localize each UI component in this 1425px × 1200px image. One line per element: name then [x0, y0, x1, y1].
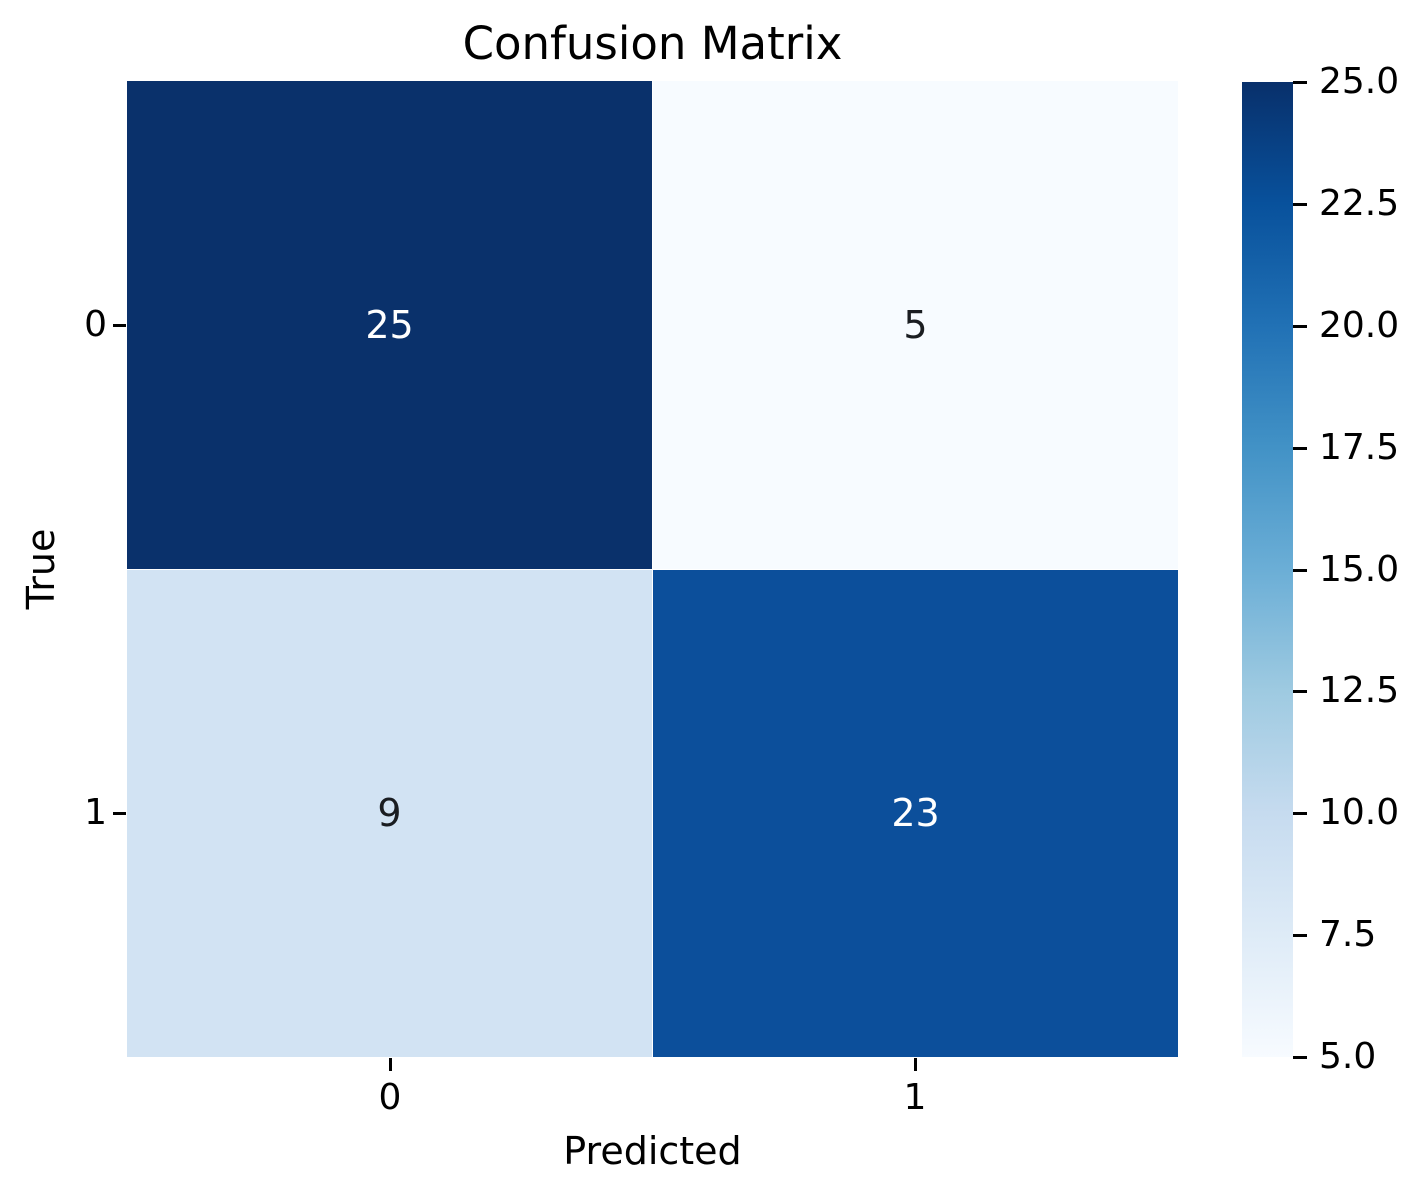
colorbar-tick-mark	[1293, 1056, 1307, 1059]
colorbar	[1242, 82, 1293, 1057]
x-tick-mark-1	[914, 1058, 917, 1071]
colorbar-tick-mark	[1293, 812, 1307, 816]
heatmap-cell-r0c1: 5	[653, 81, 1178, 569]
heatmap-grid: 25 5 9 23	[127, 81, 1178, 1057]
x-axis-label: Predicted	[563, 1129, 742, 1173]
cell-annotation: 5	[903, 302, 928, 347]
heatmap-cell-r0c0: 25	[127, 81, 652, 569]
colorbar-tick-label: 17.5	[1319, 426, 1400, 468]
colorbar-tick-mark	[1293, 568, 1307, 572]
y-tick-label-0: 0	[84, 304, 107, 345]
cell-annotation: 25	[365, 302, 414, 347]
colorbar-tick-mark	[1293, 934, 1307, 938]
x-tick-label-1: 1	[903, 1077, 927, 1118]
colorbar-tick-mark	[1293, 446, 1307, 450]
y-axis-label: True	[19, 528, 63, 610]
colorbar-tick-label: 25.0	[1319, 61, 1400, 102]
y-tick-mark-0	[113, 324, 126, 327]
y-tick-mark-1	[113, 812, 126, 815]
colorbar-tick-mark	[1293, 324, 1307, 328]
colorbar-tick-label: 15.0	[1319, 548, 1400, 590]
colorbar-tick-marks	[1293, 81, 1307, 1059]
x-tick-label-0: 0	[378, 1077, 402, 1118]
cell-annotation: 23	[891, 791, 940, 836]
colorbar-tick-mark	[1293, 202, 1307, 206]
chart-title: Confusion Matrix	[462, 17, 843, 70]
colorbar-tick-mark	[1293, 81, 1307, 84]
colorbar-tick-label: 10.0	[1319, 792, 1400, 834]
colorbar-tick-labels: 25.0 22.5 20.0 17.5 15.0 12.5 10.0 7.5 5.0	[1319, 62, 1425, 1077]
x-tick-mark-0	[389, 1058, 392, 1071]
colorbar-tick-mark	[1293, 690, 1307, 694]
colorbar-tick-label: 20.0	[1319, 304, 1400, 346]
heatmap-cell-r1c0: 9	[127, 569, 652, 1057]
colorbar-tick-label: 22.5	[1319, 182, 1400, 224]
cell-annotation: 9	[377, 791, 402, 836]
colorbar-tick-label: 12.5	[1319, 670, 1400, 712]
heatmap-cell-r1c1: 23	[653, 569, 1178, 1057]
colorbar-tick-label: 5.0	[1319, 1036, 1377, 1077]
colorbar-tick-label: 7.5	[1319, 914, 1377, 956]
y-tick-label-1: 1	[84, 792, 107, 833]
